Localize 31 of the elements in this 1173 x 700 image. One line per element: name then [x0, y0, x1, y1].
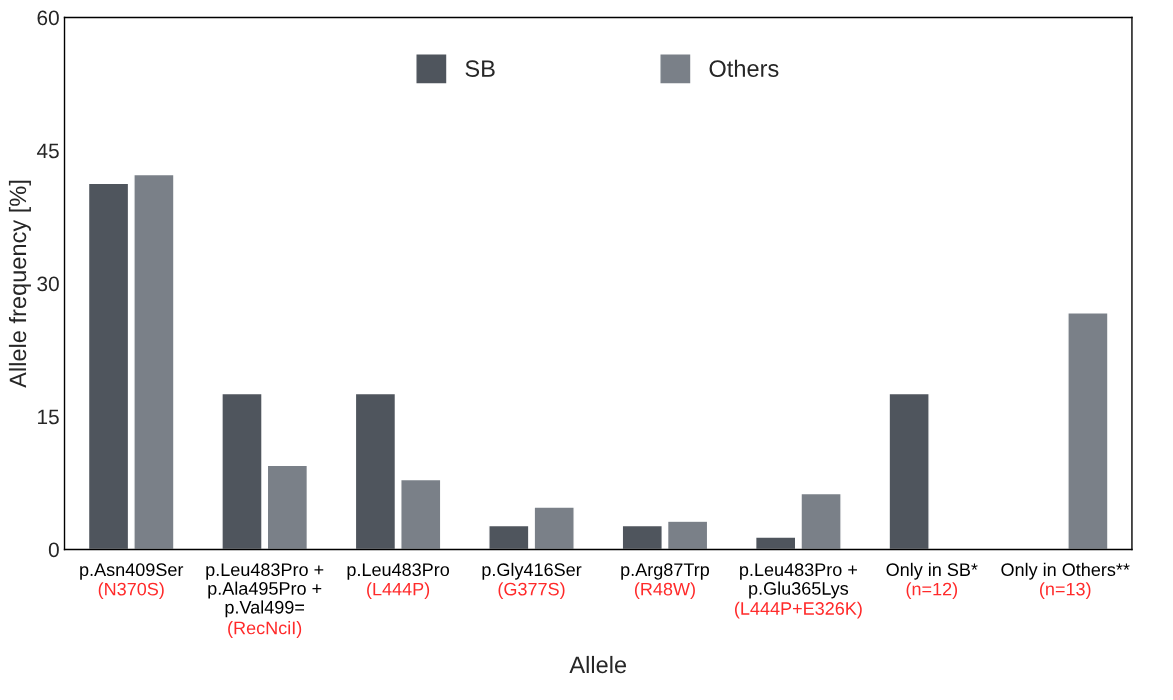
x-tick-label: p.Gly416Ser (G377S) — [482, 562, 582, 600]
bar — [87, 182, 130, 550]
bar — [266, 464, 309, 550]
y-tick-label: 45 — [36, 143, 59, 159]
x-tick-label: p.Leu483Pro + p.Glu365Lys (L444P+E326K) — [735, 563, 862, 619]
bar — [221, 392, 263, 550]
legend-label: Others — [709, 59, 779, 77]
x-tick-label: p.Asn409Ser (N370S) — [80, 563, 184, 600]
x-axis-title: Allele — [569, 655, 627, 674]
y-tick-label: 15 — [38, 409, 59, 425]
y-axis-title: Allele frequency [%] — [8, 180, 31, 388]
bar — [666, 520, 709, 550]
bar — [621, 524, 663, 550]
legend-label: SB — [465, 60, 495, 77]
y-tick-label: 30 — [37, 276, 59, 292]
y-tick-label: 60 — [37, 10, 59, 26]
x-tick-label: p.Arg87Trp (R48W) — [621, 563, 710, 600]
x-tick-label: Only in SB* (n=12) — [886, 562, 978, 600]
bar — [400, 478, 442, 550]
x-tick-label: p.Leu483Pro (L444P) — [347, 563, 450, 600]
bar — [533, 506, 575, 550]
bar — [800, 492, 842, 550]
bar — [133, 173, 175, 550]
bar — [488, 524, 530, 550]
bar — [888, 392, 930, 550]
bar — [354, 392, 397, 550]
bar — [754, 536, 797, 550]
x-tick-label: p.Leu483Pro + p.Ala495Pro + p.Val499= (RecNciI) — [206, 563, 324, 638]
x-tick-label: Only in Others** (n=13) — [1001, 562, 1130, 600]
bar — [1067, 312, 1109, 550]
y-tick-label: 0 — [48, 542, 59, 558]
